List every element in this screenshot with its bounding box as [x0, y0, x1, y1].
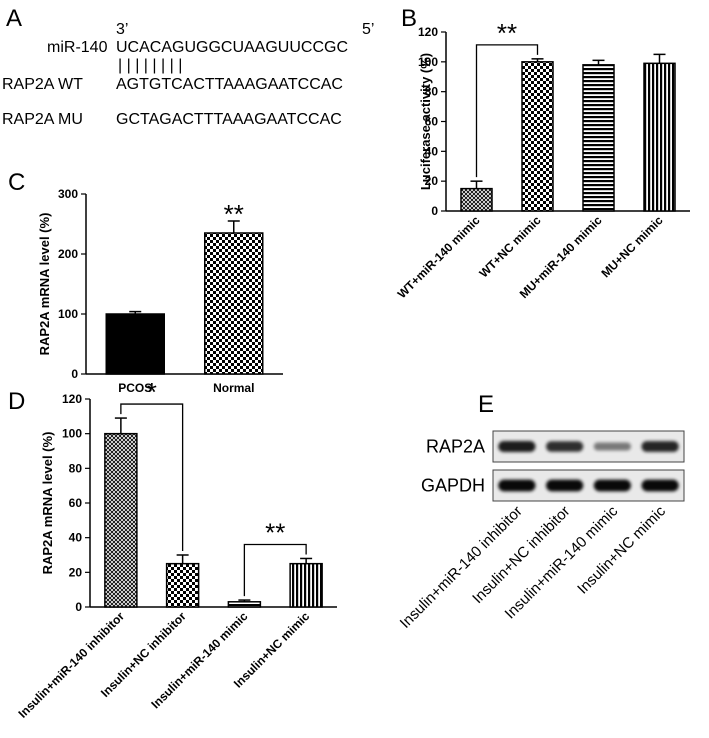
- y-tick-label: 100: [58, 307, 78, 321]
- lane-label: Insulin+NC mimic: [574, 502, 669, 597]
- category-label: Normal: [213, 381, 254, 395]
- y-tick-label: 100: [62, 427, 82, 441]
- pcos-mrna-chart: 0 100 200 300 RAP2A mRNA level (%) PCOS Normal…: [37, 187, 283, 395]
- luciferase-chart: 0 20 40 60 80 100 120 Luciferase activity (%) WT…: [395, 18, 690, 301]
- y-tick-label: 0: [71, 367, 78, 381]
- blot-band: [641, 479, 679, 492]
- y-tick-label: 200: [58, 247, 78, 261]
- bar: [582, 64, 615, 212]
- bar: [521, 61, 554, 212]
- blot-band: [546, 479, 584, 492]
- blot-row-label: RAP2A: [426, 437, 485, 457]
- blot-band: [593, 479, 631, 492]
- y-tick-label: 20: [425, 174, 439, 188]
- significance-marker: *: [147, 377, 157, 407]
- y-tick-label: 60: [425, 115, 439, 129]
- blot-band: [498, 479, 536, 492]
- y-tick-label: 0: [75, 600, 82, 614]
- y-tick-label: 300: [58, 187, 78, 201]
- significance-marker: **: [265, 517, 285, 547]
- y-tick-label: 0: [431, 204, 438, 218]
- y-axis-label: Luciferase activity (%): [418, 53, 433, 190]
- category-label: Insulin+miR-140 inhibitor: [15, 609, 127, 721]
- panel-label-d: D: [8, 388, 25, 415]
- blot-band: [498, 440, 536, 453]
- base-pairing-marks: | | | | | | | |: [118, 57, 182, 74]
- significance-bracket: [243, 543, 307, 597]
- category-label: WT+NC mimic: [476, 213, 543, 280]
- y-tick-label: 20: [69, 565, 83, 579]
- rap2a-mu-sequence: GCTAGACTTTAAAGAATCCAC: [116, 111, 342, 128]
- significance-bracket: [475, 44, 539, 178]
- five-prime-label: 5’: [362, 21, 374, 38]
- panel-label-c: C: [8, 169, 25, 196]
- rap2a-mu-label: RAP2A MU: [2, 111, 83, 128]
- panel-label-e: E: [478, 391, 494, 418]
- blot-band: [546, 441, 584, 452]
- category-label: PCOS: [118, 381, 152, 395]
- insulin-mrna-chart: 0 20 40 60 80 100 120 RAP2A mRNA level (%) Insul…: [15, 377, 337, 721]
- y-tick-label: 120: [62, 392, 82, 406]
- bar: [104, 432, 138, 608]
- blot-band: [641, 441, 679, 452]
- bar: [460, 187, 493, 212]
- three-prime-label: 3’: [116, 21, 128, 38]
- significance-marker: **: [224, 199, 244, 229]
- bar: [227, 601, 262, 608]
- panel-label-a: A: [6, 5, 22, 32]
- significance-marker: **: [497, 18, 517, 48]
- y-tick-label: 40: [425, 144, 439, 158]
- blot-band: [593, 442, 631, 451]
- y-tick-label: 40: [69, 531, 83, 545]
- mir-140-sequence: UCACAGUGGCUAAGUUCCGC: [116, 39, 348, 56]
- bar: [105, 313, 165, 375]
- mir-140-label: miR-140: [47, 39, 108, 56]
- panel-label-b: B: [401, 5, 417, 32]
- y-tick-label: 80: [425, 85, 439, 99]
- sequence-alignment: 3’ 5’ miR-140 UCACAGUGGCUAAGUUCCGC | | |…: [2, 21, 374, 128]
- category-label: MU+NC mimic: [598, 213, 665, 280]
- y-tick-label: 120: [418, 25, 438, 39]
- y-axis-label: RAP2A mRNA level (%): [37, 213, 52, 356]
- bar: [643, 62, 676, 212]
- rap2a-wt-sequence: AGTGTCACTTAAAGAATCCAC: [116, 76, 343, 93]
- y-tick-label: 80: [69, 461, 83, 475]
- significance-bracket: [120, 403, 184, 551]
- category-label: WT+miR-140 mimic: [395, 213, 483, 301]
- y-axis-label: RAP2A mRNA level (%): [40, 432, 55, 575]
- y-tick-label: 100: [418, 55, 438, 69]
- bar: [289, 562, 323, 608]
- rap2a-wt-label: RAP2A WT: [2, 76, 83, 93]
- y-tick-label: 60: [69, 496, 83, 510]
- bar: [165, 562, 200, 608]
- blot-row-label: GAPDH: [421, 476, 485, 496]
- bar: [204, 232, 264, 375]
